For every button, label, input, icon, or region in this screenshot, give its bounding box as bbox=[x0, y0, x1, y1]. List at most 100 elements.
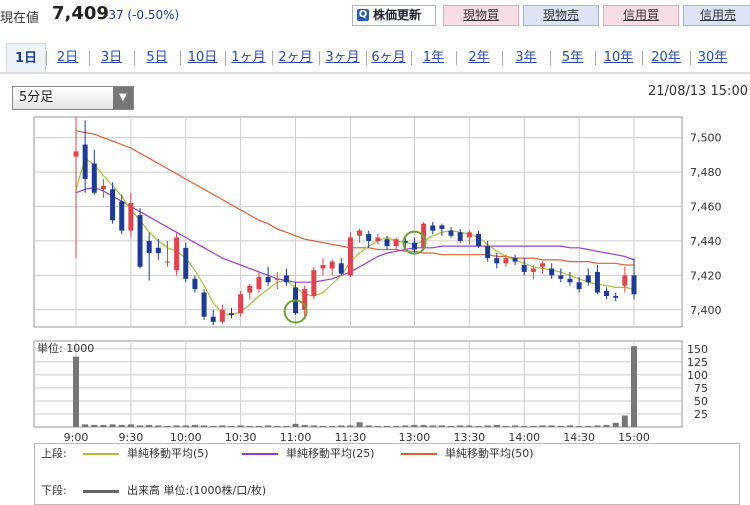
volume-bar bbox=[255, 425, 262, 427]
tab-separator bbox=[180, 51, 181, 65]
volume-bar bbox=[374, 425, 381, 427]
update-price-button[interactable]: Q 株価更新 bbox=[352, 5, 436, 26]
candle-body bbox=[137, 215, 143, 267]
x-tick-label: 13:00 bbox=[399, 431, 431, 443]
volume-bar bbox=[182, 425, 189, 427]
signal-marker-circle bbox=[402, 230, 427, 255]
x-tick-label: 9:00 bbox=[64, 431, 89, 443]
candle-body bbox=[183, 247, 189, 279]
volume-tick-label: 150 bbox=[687, 343, 708, 356]
volume-bar bbox=[301, 424, 308, 427]
volume-bar bbox=[292, 423, 299, 427]
volume-bar bbox=[530, 425, 537, 427]
tab-separator bbox=[134, 51, 135, 65]
ma50-line bbox=[75, 130, 634, 266]
tab-separator bbox=[502, 51, 503, 65]
margin-sell-button[interactable]: 信用売 bbox=[683, 5, 750, 26]
legend-ma25: 単純移動平均(25) bbox=[242, 447, 442, 461]
tab-8[interactable]: 6ヶ月 bbox=[371, 50, 406, 65]
tab-15[interactable]: 30年 bbox=[697, 50, 728, 65]
spot-sell-button[interactable]: 現物売 bbox=[523, 5, 599, 26]
volume-bar bbox=[548, 425, 555, 427]
tab-13[interactable]: 10年 bbox=[603, 50, 634, 65]
interval-select-value: 5分足 bbox=[19, 90, 54, 105]
refresh-icon: Q bbox=[357, 9, 369, 21]
volume-tick-label: 75 bbox=[694, 382, 708, 395]
tab-7[interactable]: 3ヶ月 bbox=[325, 50, 360, 65]
price-tick-label: 7,440 bbox=[690, 235, 722, 248]
candle-body bbox=[146, 240, 152, 253]
volume-unit-label: 単位: 1000 bbox=[37, 341, 94, 355]
volume-bar bbox=[109, 424, 116, 427]
volume-bar bbox=[502, 425, 509, 427]
top-bar: 現在値 7,409 -37 (-0.50%) Q 株価更新 現物買 現物売 信用… bbox=[0, 0, 750, 34]
candle-body bbox=[411, 242, 417, 250]
legend-ma25-label: 単純移動平均(25) bbox=[286, 447, 375, 460]
volume-bar bbox=[539, 425, 546, 427]
candle-body bbox=[604, 290, 610, 297]
candle-body bbox=[210, 316, 216, 322]
spot-buy-button[interactable]: 現物買 bbox=[443, 5, 519, 26]
volume-bar bbox=[420, 424, 427, 427]
legend-ma50-swatch bbox=[401, 453, 437, 455]
tab-separator bbox=[595, 51, 596, 65]
candle-body bbox=[201, 292, 207, 317]
candle-body bbox=[320, 265, 326, 269]
tab-9[interactable]: 1年 bbox=[422, 50, 445, 65]
volume-bar bbox=[466, 425, 473, 427]
interval-select[interactable]: 5分足 ▼ bbox=[12, 86, 134, 110]
tab-4[interactable]: 10日 bbox=[187, 50, 218, 65]
x-tick-label: 14:30 bbox=[563, 431, 595, 443]
candle-body bbox=[302, 289, 308, 310]
candle-body bbox=[174, 237, 180, 271]
volume-bar bbox=[393, 425, 400, 427]
candle-body bbox=[347, 237, 353, 276]
volume-bar bbox=[484, 425, 491, 427]
tab-12[interactable]: 5年 bbox=[561, 50, 584, 65]
tab-1[interactable]: 2日 bbox=[56, 50, 79, 65]
volume-bar bbox=[411, 424, 418, 427]
price-tick-label: 7,400 bbox=[690, 304, 722, 317]
volume-bar bbox=[310, 425, 317, 427]
volume-bar bbox=[91, 424, 98, 427]
period-tabs: 1日 2日 3日 5日 10日 1ヶ月 2ヶ月 3ヶ月 6ヶ月 1年 2年 3年 5年 10年 20年 30年 bbox=[0, 43, 750, 74]
volume-bar bbox=[557, 425, 564, 427]
price-change: -37 (-0.50%) bbox=[104, 8, 180, 22]
volume-bar bbox=[164, 425, 171, 427]
candle-body bbox=[631, 275, 637, 295]
candle-body bbox=[622, 275, 628, 286]
legend-ma5-label: 単純移動平均(5) bbox=[127, 447, 209, 460]
volume-bar bbox=[475, 425, 482, 427]
candle-body bbox=[256, 277, 262, 290]
candle-body bbox=[238, 294, 244, 314]
update-price-label: 株価更新 bbox=[373, 8, 422, 22]
volume-bar bbox=[338, 425, 345, 427]
tab-11[interactable]: 3年 bbox=[515, 50, 537, 65]
volume-bar bbox=[82, 424, 89, 427]
price-label: 現在値 bbox=[0, 11, 40, 26]
tab-3[interactable]: 5日 bbox=[146, 50, 168, 65]
candle-body bbox=[457, 232, 463, 241]
volume-bar bbox=[329, 425, 336, 427]
margin-buy-button[interactable]: 信用買 bbox=[603, 5, 679, 26]
tab-14[interactable]: 20年 bbox=[651, 50, 681, 65]
tab-5[interactable]: 1ヶ月 bbox=[231, 50, 266, 65]
candle-body bbox=[274, 278, 280, 280]
candle-body bbox=[311, 270, 317, 297]
volume-bar bbox=[347, 425, 354, 427]
tab-10[interactable]: 2年 bbox=[468, 50, 490, 65]
price-value: 7,409 bbox=[52, 3, 109, 24]
volume-bar bbox=[594, 425, 601, 427]
price-tick-label: 7,420 bbox=[690, 269, 722, 282]
tab-0[interactable]: 1日 bbox=[6, 43, 46, 72]
tab-separator bbox=[89, 51, 90, 65]
price-tick-label: 7,460 bbox=[690, 201, 722, 214]
tab-2[interactable]: 3日 bbox=[100, 50, 123, 65]
price-tick-label: 7,500 bbox=[690, 132, 722, 145]
volume-bar bbox=[100, 424, 107, 427]
candle-body bbox=[91, 163, 97, 193]
candle-body bbox=[540, 263, 546, 267]
tab-6[interactable]: 2ヶ月 bbox=[278, 50, 313, 65]
volume-bar bbox=[246, 425, 253, 427]
candle-body bbox=[485, 246, 491, 259]
